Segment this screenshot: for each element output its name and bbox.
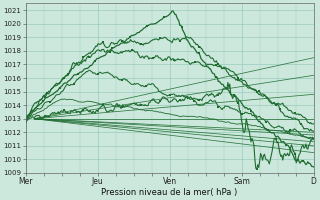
- X-axis label: Pression niveau de la mer( hPa ): Pression niveau de la mer( hPa ): [101, 188, 238, 197]
